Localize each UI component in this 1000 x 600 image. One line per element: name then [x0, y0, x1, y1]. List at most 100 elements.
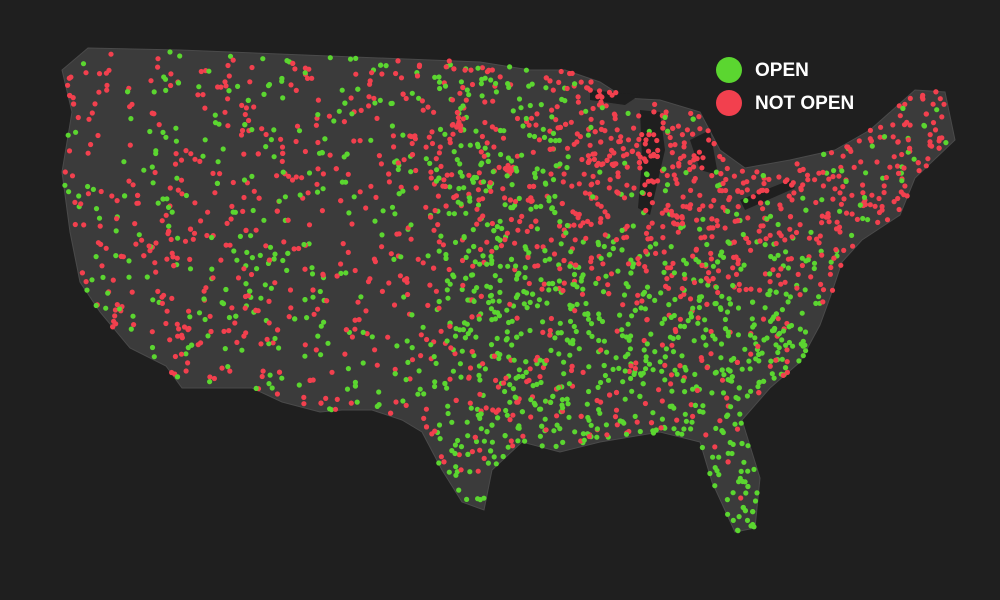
location-dot	[681, 323, 688, 330]
location-dot	[222, 109, 228, 115]
location-dot	[144, 274, 150, 280]
location-dot	[436, 150, 442, 156]
location-dot	[368, 137, 374, 143]
location-dot	[442, 131, 448, 137]
location-dot	[796, 358, 802, 364]
location-dot	[514, 168, 520, 174]
location-dot	[664, 172, 670, 179]
location-dot	[403, 95, 409, 102]
location-dot	[709, 173, 715, 179]
location-dot	[266, 257, 273, 263]
location-dot	[168, 82, 174, 89]
location-dot	[405, 359, 411, 365]
location-dot	[388, 410, 394, 416]
location-dot	[207, 313, 213, 319]
location-dot	[916, 168, 922, 174]
location-dot	[757, 287, 763, 293]
location-dot	[443, 64, 449, 70]
location-dot	[743, 197, 749, 204]
location-dot	[895, 139, 901, 145]
location-dot	[458, 374, 464, 380]
location-dot	[731, 254, 737, 260]
location-dot	[702, 317, 708, 323]
location-dot	[389, 100, 395, 106]
location-dot	[582, 190, 589, 196]
location-dot	[476, 372, 482, 378]
location-dot	[476, 170, 482, 176]
location-dot	[436, 79, 443, 85]
location-dot	[672, 296, 678, 303]
location-dot	[631, 125, 637, 131]
location-dot	[141, 253, 147, 259]
location-dot	[688, 402, 694, 408]
location-dot	[183, 351, 189, 357]
location-dot	[253, 227, 259, 233]
location-dot	[103, 305, 109, 311]
location-dot	[496, 298, 502, 304]
location-dot	[676, 160, 682, 167]
location-dot	[653, 427, 659, 433]
location-dot	[560, 288, 566, 294]
location-dot	[637, 165, 643, 171]
location-dot	[374, 403, 380, 409]
location-dot	[272, 335, 278, 342]
location-dot	[438, 454, 444, 460]
location-dot	[562, 98, 568, 104]
location-dot	[440, 242, 446, 248]
location-dot	[571, 271, 578, 278]
location-dot	[344, 151, 350, 157]
location-dot	[418, 332, 424, 338]
location-dot	[837, 208, 843, 214]
location-dot	[486, 67, 492, 73]
location-dot	[851, 164, 857, 170]
location-dot	[489, 317, 495, 323]
location-dot	[758, 187, 764, 194]
location-dot	[655, 178, 661, 184]
location-dot	[249, 255, 255, 261]
location-dot	[683, 418, 690, 424]
location-dot	[76, 193, 82, 199]
location-dot	[604, 432, 610, 438]
location-dot	[761, 180, 767, 187]
location-dot	[317, 288, 323, 295]
location-dot	[276, 198, 282, 204]
location-dot	[309, 75, 315, 81]
location-dot	[344, 386, 351, 392]
location-dot	[475, 202, 482, 208]
location-dot	[533, 357, 539, 363]
location-dot	[820, 183, 827, 189]
location-dot	[453, 193, 459, 199]
location-dot	[567, 340, 574, 346]
location-dot	[602, 232, 608, 238]
location-dot	[266, 341, 272, 347]
location-dot	[927, 132, 933, 138]
location-dot	[409, 345, 415, 351]
location-dot	[338, 198, 344, 204]
location-dot	[675, 229, 681, 235]
location-dot	[482, 99, 488, 105]
location-dot	[780, 372, 786, 378]
location-dot	[379, 71, 385, 77]
location-dot	[849, 192, 855, 198]
location-dot	[279, 158, 285, 164]
location-dot	[480, 213, 486, 219]
location-dot	[223, 83, 229, 89]
location-dot	[619, 333, 626, 339]
location-dot	[438, 163, 444, 169]
location-dot	[271, 256, 277, 262]
location-dot	[696, 297, 702, 303]
location-dot	[408, 169, 414, 175]
location-dot	[789, 234, 795, 240]
location-dot	[232, 320, 238, 326]
location-dot	[933, 89, 939, 95]
location-dot	[568, 249, 574, 255]
location-dot	[488, 448, 494, 454]
location-dot	[799, 310, 805, 316]
location-dot	[280, 169, 286, 175]
location-dot	[475, 144, 481, 150]
location-dot	[670, 125, 676, 131]
location-dot	[207, 374, 213, 380]
location-dot	[725, 274, 731, 280]
location-dot	[547, 332, 553, 338]
